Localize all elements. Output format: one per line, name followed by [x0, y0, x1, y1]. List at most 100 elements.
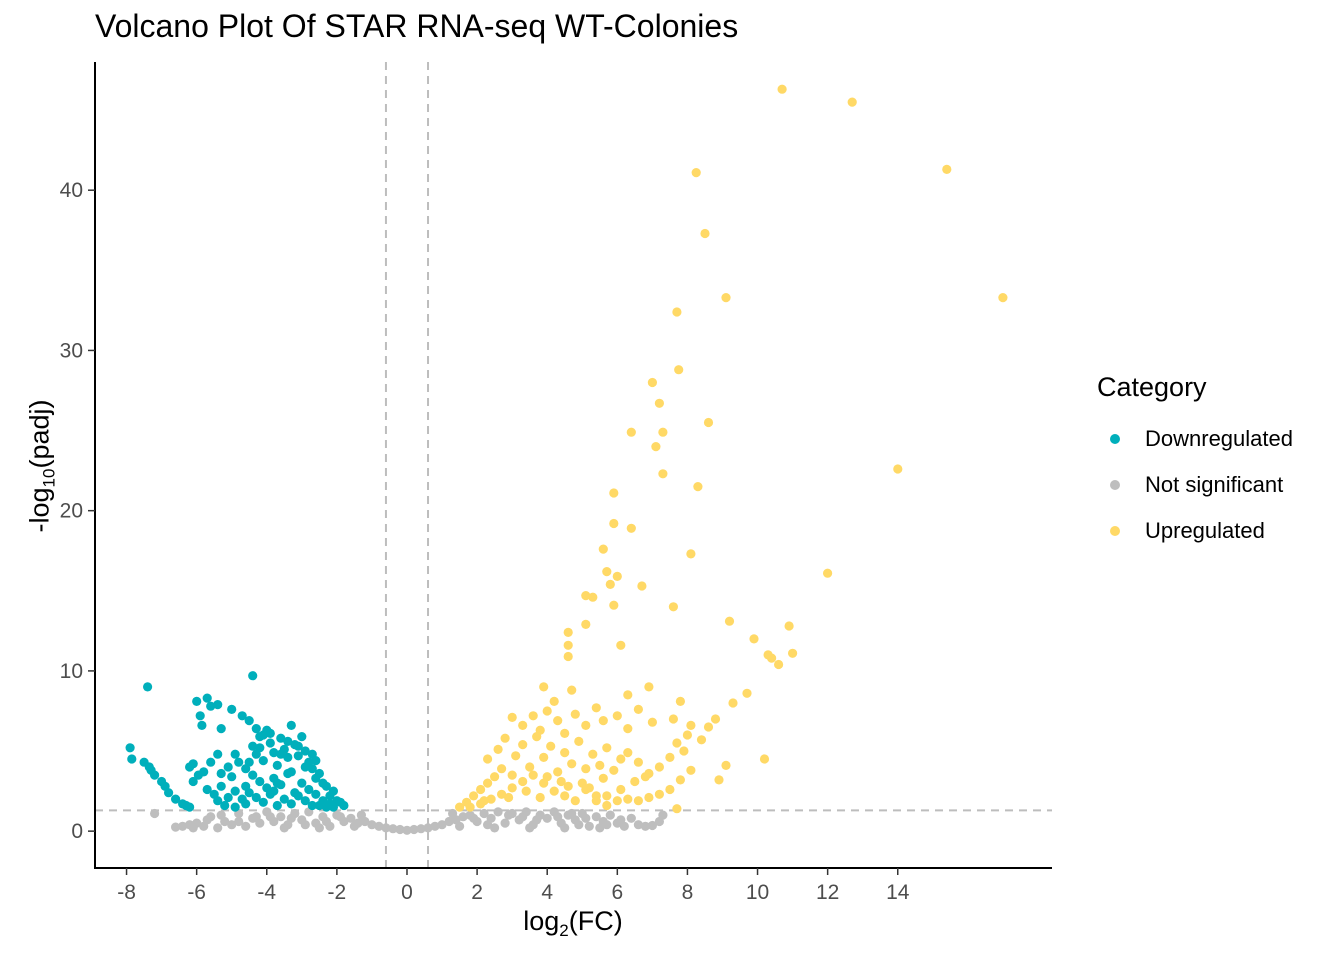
point-upregulated: [693, 482, 703, 492]
point-not-significant: [171, 822, 181, 832]
point-downregulated: [276, 733, 286, 743]
point-downregulated: [146, 765, 156, 775]
point-upregulated: [623, 748, 633, 758]
point-upregulated: [703, 722, 714, 732]
chart-title: Volcano Plot Of STAR RNA-seq WT-Colonies: [95, 8, 739, 44]
point-not-significant: [518, 812, 528, 822]
point-upregulated: [567, 759, 577, 769]
point-upregulated: [567, 685, 577, 695]
point-upregulated: [595, 760, 605, 771]
point-not-significant: [374, 821, 384, 831]
point-not-significant: [581, 813, 591, 823]
point-not-significant: [213, 823, 223, 833]
point-upregulated: [609, 600, 619, 610]
point-not-significant: [616, 815, 626, 825]
point-downregulated: [197, 720, 207, 731]
point-upregulated: [633, 757, 644, 767]
point-not-significant: [202, 815, 212, 825]
point-upregulated: [749, 634, 759, 644]
point-upregulated: [500, 733, 510, 743]
point-upregulated: [563, 781, 573, 791]
point-upregulated: [553, 716, 563, 726]
point-upregulated: [507, 770, 517, 780]
point-downregulated: [251, 792, 261, 803]
point-upregulated: [658, 469, 668, 479]
point-not-significant: [490, 823, 500, 833]
point-upregulated: [633, 796, 644, 806]
point-downregulated: [251, 724, 261, 734]
point-downregulated: [248, 671, 258, 681]
legend-swatch-not-significant: [1110, 480, 1120, 490]
point-not-significant: [423, 823, 433, 833]
point-not-significant: [504, 810, 514, 820]
point-upregulated: [784, 621, 794, 631]
series-upregulated: [455, 84, 1008, 814]
point-downregulated: [202, 693, 212, 703]
legend-item-downregulated: Downregulated: [1110, 425, 1293, 453]
point-downregulated: [311, 773, 321, 783]
point-not-significant: [150, 808, 160, 819]
point-upregulated: [598, 544, 608, 554]
point-upregulated: [647, 717, 658, 727]
point-downregulated: [227, 704, 237, 715]
point-downregulated: [300, 746, 310, 756]
point-upregulated: [486, 794, 496, 804]
point-upregulated: [668, 602, 679, 612]
point-upregulated: [609, 765, 619, 775]
point-not-significant: [626, 813, 636, 823]
point-not-significant: [542, 813, 552, 823]
point-downregulated: [283, 736, 293, 747]
point-downregulated: [328, 802, 338, 812]
point-downregulated: [297, 778, 307, 788]
y-tick-label: 40: [60, 179, 83, 202]
point-downregulated: [279, 794, 289, 804]
point-downregulated: [311, 789, 321, 799]
point-upregulated: [703, 417, 714, 428]
legend-label-not-significant: Not significant: [1145, 472, 1284, 497]
point-downregulated: [125, 743, 135, 753]
point-not-significant: [591, 812, 601, 822]
point-upregulated: [581, 619, 591, 630]
point-downregulated: [265, 728, 275, 739]
point-downregulated: [237, 711, 247, 721]
point-upregulated: [672, 307, 682, 317]
point-upregulated: [549, 786, 559, 796]
point-upregulated: [525, 762, 535, 772]
point-upregulated: [532, 732, 542, 742]
point-not-significant: [469, 813, 479, 823]
point-upregulated: [497, 789, 507, 799]
point-not-significant: [448, 808, 458, 819]
point-upregulated: [609, 488, 619, 498]
point-not-significant: [640, 821, 651, 831]
point-upregulated: [612, 796, 622, 806]
point-downregulated: [258, 756, 268, 766]
point-upregulated: [465, 802, 475, 812]
point-downregulated: [185, 802, 195, 812]
y-axis-label: -log10(padj): [24, 399, 59, 533]
point-upregulated: [759, 754, 770, 764]
point-downregulated: [185, 762, 195, 772]
point-upregulated: [581, 764, 591, 774]
point-upregulated: [665, 784, 675, 795]
point-downregulated: [248, 741, 258, 751]
point-upregulated: [570, 709, 580, 719]
point-upregulated: [623, 690, 633, 700]
point-upregulated: [563, 627, 573, 638]
point-not-significant: [216, 810, 226, 820]
point-upregulated: [504, 792, 514, 803]
point-not-significant: [532, 815, 542, 825]
y-tick-label: 20: [60, 500, 83, 523]
point-upregulated: [675, 775, 686, 785]
y-tick-label: 30: [60, 339, 83, 362]
point-upregulated: [742, 688, 752, 698]
point-upregulated: [497, 764, 507, 774]
point-upregulated: [686, 765, 696, 775]
point-downregulated: [143, 682, 153, 692]
point-upregulated: [623, 724, 633, 734]
point-upregulated: [998, 293, 1008, 303]
point-upregulated: [602, 791, 612, 801]
point-downregulated: [272, 760, 282, 771]
point-not-significant: [458, 812, 468, 822]
point-downregulated: [244, 757, 254, 767]
